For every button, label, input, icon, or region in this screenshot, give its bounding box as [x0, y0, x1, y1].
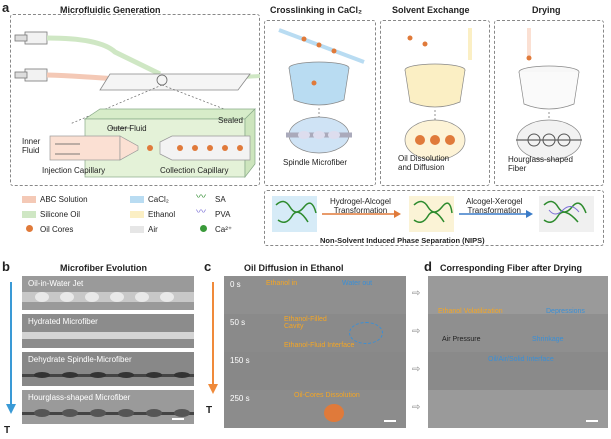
dried-fiber-photo-3: Oil/Air/Solid Interface: [428, 352, 608, 390]
microfluidic-setup-illustration: [14, 31, 260, 179]
legend-label-pva: PVA: [215, 210, 231, 219]
outer-fluid-label: Outer Fluid: [107, 124, 147, 133]
ethanol-volatilization-label: Ethanol Volatilization: [438, 308, 503, 315]
crosslinking-beaker-illustration: [278, 28, 365, 154]
hydrogel-alcogel-label: Hydrogel-Alcogel Transformation: [330, 197, 391, 215]
legend: ABC Solution CaCl₂ 〰 SA Silicone Oil Eth…: [10, 190, 260, 246]
microfiber-row-3-image: [22, 372, 194, 378]
legend-label-silicone: Silicone Oil: [40, 210, 81, 219]
microfiber-row-1: Oil-in-Water Jet: [22, 276, 194, 310]
legend-swatch-ca: [200, 225, 207, 232]
shrinkage-label: Shrinkage: [532, 336, 564, 343]
cavity-outline: [349, 322, 383, 344]
sealed-label: Sealed: [218, 116, 243, 125]
dried-fiber-photo-1: [428, 276, 608, 314]
nips-title: Non-Solvent Induced Phase Separation (NI…: [320, 236, 485, 245]
solvent-box: [380, 20, 490, 186]
crosslinking-title: Crosslinking in CaCl₂: [270, 5, 363, 15]
legend-swatch-air: [130, 226, 144, 233]
oil-dissolution-caption: Oil Dissolution and Diffusion: [398, 154, 450, 172]
legend-label-cacl2: CaCl₂: [148, 195, 169, 204]
legend-label-ethanol: Ethanol: [148, 210, 176, 219]
legend-label-abc: ABC Solution: [40, 195, 88, 204]
time-label-0s: 0 s: [230, 280, 241, 289]
collection-capillary-label: Collection Capillary: [160, 166, 229, 175]
microfluidic-title: Microfluidic Generation: [60, 5, 161, 15]
time-label-50s: 50 s: [230, 318, 246, 327]
panel-b-axis-label: T: [4, 425, 11, 436]
microfiber-row-1-image: [22, 292, 194, 302]
arrow-c-to-d-1: ⇨: [412, 288, 421, 299]
syringe-bottom-icon: [14, 68, 48, 82]
legend-label-ca: Ca²⁺: [215, 225, 233, 234]
legend-swatch-abc: [22, 196, 36, 203]
microfluidic-box: [10, 14, 260, 186]
arrow-c-to-d-4: ⇨: [412, 402, 421, 413]
spindle-caption: Spindle Microfiber: [283, 158, 348, 167]
arrow-c-to-d-3: ⇨: [412, 364, 421, 375]
oil-dissolution-label: Oil-Cores Dissolution: [294, 392, 360, 399]
solvent-title: Solvent Exchange: [392, 5, 470, 15]
panel-b-time-arrow: [6, 282, 16, 414]
legend-icon-pva: 〰: [196, 207, 206, 218]
arrow-c-to-d-2: ⇨: [412, 326, 421, 337]
legend-icon-sa: 〰: [196, 192, 206, 203]
injection-capillary-label: Injection Capillary: [42, 166, 106, 175]
dried-fiber-photo-2: Ethanol Volatilization Depressions Air P…: [428, 308, 608, 352]
ethanol-photo-0s: 0 s Ethanol in Water out: [224, 276, 406, 314]
microfiber-row-3-label: Dehydrate Spindle-Microfiber: [28, 355, 132, 364]
panel-c-title: Oil Diffusion in Ethanol: [244, 263, 344, 273]
panel-b-title: Microfiber Evolution: [60, 263, 148, 273]
microfiber-row-4: Hourglass-shaped Microfiber: [22, 390, 194, 424]
water-out-label: Water out: [342, 280, 373, 287]
panel-c-axis-label: T: [206, 405, 213, 416]
inner-fluid-label: Inner Fluid: [22, 137, 41, 155]
depressions-label: Depressions: [546, 308, 585, 315]
drying-box: [494, 20, 604, 186]
oil-core-drop: [324, 404, 344, 422]
ethanol-photo-50s: 50 s Ethanol-Filled Cavity: [224, 314, 406, 352]
panel-d-letter: d: [424, 259, 432, 274]
ethanol-fluid-label: Ethanol-Fluid Interface: [284, 342, 355, 349]
legend-swatch-silicone: [22, 211, 36, 218]
legend-label-sa: SA: [215, 195, 226, 204]
microfiber-row-4-image: [22, 409, 194, 420]
alcogel-xerogel-label: Alcogel-Xerogel Transformation: [466, 197, 523, 215]
panel-c-letter: c: [204, 259, 212, 274]
legend-swatch-ethanol: [130, 211, 144, 218]
time-label-250s: 250 s: [230, 394, 250, 403]
legend-swatch-cacl2: [130, 196, 144, 203]
panel-c-time-arrow: [208, 282, 218, 394]
oil-air-solid-label: Oil/Air/Solid Interface: [488, 356, 554, 363]
microfiber-row-2-label: Hydrated Microfiber: [28, 317, 98, 326]
scale-bar-c: [384, 420, 396, 422]
solvent-beaker-illustration: [404, 28, 472, 161]
legend-label-air: Air: [148, 225, 158, 234]
microfiber-row-4-label: Hourglass-shaped Microfiber: [28, 393, 131, 402]
crosslinking-box: [264, 20, 376, 186]
ethanol-photo-150s: 150 s Ethanol-Fluid Interface: [224, 342, 406, 390]
microfiber-row-2: Hydrated Microfiber: [22, 314, 194, 348]
panel-b-letter: b: [2, 259, 10, 274]
hourglass-caption: Hourglass-shaped Fiber: [508, 155, 573, 173]
legend-label-oil-cores: Oil Cores: [40, 225, 74, 234]
panel-d-title: Corresponding Fiber after Drying: [440, 263, 583, 273]
legend-swatch-oil-cores: [26, 225, 33, 232]
time-label-150s: 150 s: [230, 356, 250, 365]
microfiber-row-3: Dehydrate Spindle-Microfiber: [22, 352, 194, 386]
dried-fiber-photo-4: [428, 390, 608, 428]
scale-bar-d: [586, 420, 598, 422]
panel-a-letter: a: [2, 0, 10, 15]
nips-box: [264, 190, 604, 246]
syringe-top-icon: [14, 31, 48, 45]
air-pressure-label: Air Pressure: [442, 336, 481, 343]
microfiber-row-1-label: Oil-in-Water Jet: [28, 279, 84, 288]
ethanol-in-label: Ethanol in: [266, 280, 298, 287]
ethanol-photo-250s: 250 s Oil-Cores Dissolution: [224, 390, 406, 428]
drying-title: Drying: [532, 5, 561, 15]
nips-network-illustration: [272, 196, 594, 232]
ethanol-filled-label: Ethanol-Filled Cavity: [284, 316, 327, 330]
drying-beaker-illustration: [516, 28, 582, 161]
microfiber-row-2-image: [22, 332, 194, 339]
